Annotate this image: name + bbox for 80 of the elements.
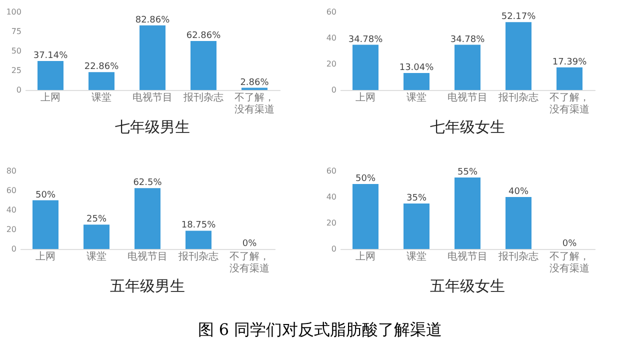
data-label: 35% xyxy=(406,194,427,204)
y-tick-label: 25 xyxy=(11,66,22,75)
bar xyxy=(186,230,212,249)
data-label: 62.5% xyxy=(133,178,162,188)
bar xyxy=(404,73,430,90)
data-label: 18.75% xyxy=(181,220,216,231)
text: 五年级女生 xyxy=(430,277,505,295)
x-tick-label: 不了解，没有渠道 xyxy=(230,252,270,274)
text: 七年级男生 xyxy=(115,118,190,136)
y-tick-label: 0 xyxy=(16,86,22,94)
data-label: 34.78% xyxy=(450,34,486,45)
x-tick-label: 电视节目 xyxy=(448,250,488,262)
bar xyxy=(88,72,114,90)
bar xyxy=(506,22,532,90)
data-label: 82.86% xyxy=(135,15,170,26)
data-label: 34.78% xyxy=(348,34,384,45)
data-label: 50% xyxy=(35,190,56,200)
y-tick-label: 60 xyxy=(326,166,336,176)
text: 五年级男生 xyxy=(110,277,185,295)
bar xyxy=(556,67,582,90)
y-tick-label: 20 xyxy=(6,225,16,234)
data-label: 55% xyxy=(457,168,478,178)
y-tick-label: 100 xyxy=(6,8,22,16)
y-tick-label: 0 xyxy=(331,86,336,94)
bar xyxy=(134,188,160,249)
bar xyxy=(84,224,110,249)
x-tick-label: 课堂 xyxy=(406,92,426,104)
x-tick-label: 上网 xyxy=(356,92,376,104)
data-label: 2.86% xyxy=(240,78,270,88)
y-tick-label: 80 xyxy=(6,166,16,176)
y-tick-label: 20 xyxy=(326,60,336,68)
data-label: 50% xyxy=(355,174,376,184)
y-tick-label: 0 xyxy=(331,244,336,254)
bar xyxy=(352,44,378,90)
x-tick-label: 课堂 xyxy=(92,92,112,104)
x-tick-label: 报刊杂志 xyxy=(178,250,218,262)
x-tick-label: 电视节目 xyxy=(132,92,172,104)
x-tick-label: 上网 xyxy=(40,92,60,104)
bar xyxy=(454,44,480,90)
y-tick-label: 0 xyxy=(11,244,16,254)
x-tick-label: 报刊杂志 xyxy=(182,92,224,104)
y-tick-label: 75 xyxy=(11,27,22,36)
x-tick-label: 课堂 xyxy=(406,250,426,262)
data-label: 52.17% xyxy=(501,12,536,22)
bar xyxy=(352,184,378,249)
y-tick-label: 40 xyxy=(326,34,336,42)
data-label: 40% xyxy=(508,187,529,197)
x-tick-label: 上网 xyxy=(356,250,376,262)
caption: 图 6 同学们对反式脂肪酸了解渠道 xyxy=(196,320,444,341)
x-tick-label: 课堂 xyxy=(86,250,106,262)
x-tick-label: 不了解，没有渠道 xyxy=(550,252,590,274)
x-tick-label: 电视节目 xyxy=(448,92,488,104)
x-tick-label: 上网 xyxy=(36,250,56,262)
data-label: 22.86% xyxy=(84,62,120,72)
y-tick-label: 50 xyxy=(11,46,22,56)
bar xyxy=(404,204,430,249)
data-label: 0% xyxy=(562,239,578,249)
y-tick-label: 60 xyxy=(326,8,336,16)
x-tick-label: 不了解，没有渠道 xyxy=(234,92,274,116)
x-tick-label: 报刊杂志 xyxy=(498,250,538,262)
data-label: 62.86% xyxy=(186,30,222,41)
bar xyxy=(190,40,216,90)
data-label: 0% xyxy=(242,239,258,249)
bar xyxy=(32,200,58,249)
data-label: 25% xyxy=(86,214,107,225)
y-tick-label: 60 xyxy=(6,186,16,195)
y-tick-label: 40 xyxy=(326,192,336,202)
bar xyxy=(506,197,532,249)
bar xyxy=(38,61,64,90)
x-tick-label: 电视节目 xyxy=(128,250,168,262)
data-label: 37.14% xyxy=(33,51,68,62)
y-tick-label: 40 xyxy=(6,206,16,214)
data-label: 13.04% xyxy=(399,63,434,74)
x-tick-label: 报刊杂志 xyxy=(498,92,538,104)
text: 七年级女生 xyxy=(430,118,505,136)
data-label: 17.39% xyxy=(552,57,588,68)
bar xyxy=(140,25,166,90)
x-tick-label: 不了解，没有渠道 xyxy=(550,92,590,116)
y-tick-label: 20 xyxy=(326,218,336,228)
bar xyxy=(454,178,480,249)
